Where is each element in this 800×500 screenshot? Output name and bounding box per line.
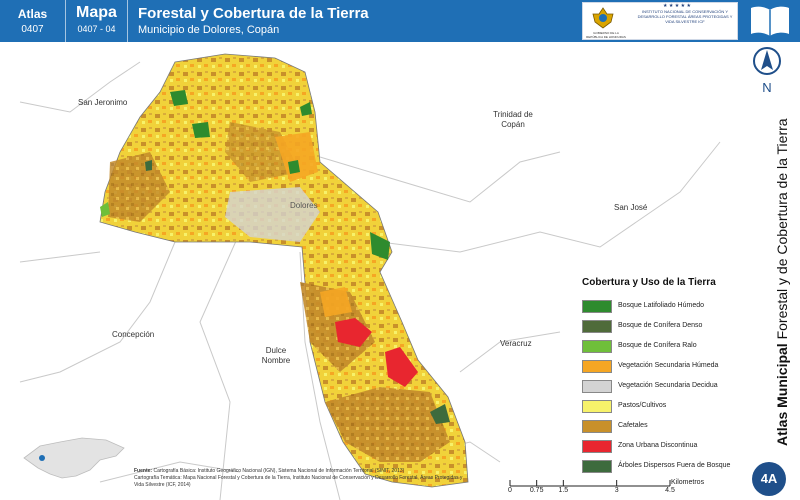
- legend-item: Árboles Dispersos Fuera de Bosque: [582, 460, 750, 474]
- institution-logos: GOBIERNO DE LA REPÚBLICA DE HONDURAS ★ ★…: [582, 2, 738, 40]
- scale-unit: Kilometros: [671, 479, 705, 486]
- mapa-box: Mapa 0407 - 04: [66, 0, 128, 42]
- municipality-map: [19, 53, 721, 500]
- stars-icon: ★ ★ ★ ★ ★: [663, 3, 691, 9]
- place-label: Dolores: [290, 201, 318, 210]
- scale-bar-graphic: [509, 480, 671, 487]
- north-label: N: [762, 80, 772, 95]
- scale-tick-label: 0: [508, 487, 512, 494]
- atlas-label: Atlas: [17, 7, 48, 21]
- mapa-number: 0407 - 04: [77, 24, 116, 34]
- atlas-number: 0407: [21, 24, 44, 35]
- legend-label: Bosque de Conífera Denso: [618, 322, 703, 329]
- legend-label: Zona Urbana Discontinua: [618, 442, 698, 449]
- legend-item: Pastos/Cultivos: [582, 400, 750, 414]
- legend-item: Vegetación Secundaria Decidua: [582, 380, 750, 394]
- legend: Cobertura y Uso de la Tierra Bosque Lati…: [570, 273, 750, 485]
- legend-swatch: [582, 300, 612, 313]
- legend-label: Árboles Dispersos Fuera de Bosque: [618, 462, 731, 469]
- legend-swatch: [582, 420, 612, 433]
- legend-label: Pastos/Cultivos: [618, 402, 667, 409]
- legend-label: Bosque de Conífera Ralo: [618, 342, 697, 349]
- dolores-municipality: [99, 53, 469, 488]
- place-label: Veracruz: [500, 339, 532, 348]
- place-label: Concepción: [112, 330, 155, 339]
- source-text: Fuente: Cartografía Básica: Instituto Ge…: [134, 468, 464, 489]
- legend-item: Cafetales: [582, 420, 750, 434]
- legend-swatch: [582, 460, 612, 473]
- legend-swatch: [582, 320, 612, 333]
- legend-item: Bosque de Conífera Ralo: [582, 340, 750, 354]
- scale-tick-label: 4.5: [665, 487, 675, 494]
- place-label: Trinidad de Copán: [493, 110, 533, 129]
- legend-title: Cobertura y Uso de la Tierra: [582, 277, 716, 288]
- open-book-icon: [751, 6, 789, 37]
- side-title-bold: Atlas Municipal: [774, 343, 790, 446]
- source-label: Fuente:: [134, 468, 153, 474]
- atlas-box: Atlas 0407: [0, 0, 66, 42]
- legend-label: Vegetación Secundaria Decidua: [618, 382, 718, 389]
- scale-tick-label: 0.75: [529, 487, 544, 494]
- legend-swatch: [582, 400, 612, 413]
- page-title: Forestal y Cobertura de la Tierra: [138, 5, 369, 22]
- legend-label: Bosque Latifoliado Húmedo: [618, 302, 705, 309]
- honduras-seal-icon: [592, 7, 614, 29]
- legend-label: Cafetales: [618, 422, 648, 429]
- place-label: Dulce Nombre: [261, 346, 291, 365]
- place-label: San Jeronimo: [78, 98, 128, 107]
- icf-logo-text: INSTITUTO NACIONAL DE CONSERVACIÓN Y DES…: [637, 9, 733, 24]
- map-code-badge: 4A: [752, 462, 786, 496]
- north-arrow-icon: [753, 47, 781, 75]
- scale-tick-label: 3: [614, 487, 619, 494]
- page-subtitle: Municipio de Dolores, Copán: [138, 24, 280, 36]
- legend-swatch: [582, 380, 612, 393]
- source-line-2: Cartografía Temática: Mapa Nacional Fore…: [134, 475, 463, 488]
- legend-item: Bosque Latifoliado Húmedo: [582, 300, 750, 314]
- scale-bar: Kilometros 0 0.75 1.5 3 4.5: [505, 478, 704, 498]
- legend-item: Zona Urbana Discontinua: [582, 440, 750, 454]
- legend-swatch: [582, 340, 612, 353]
- honduras-locator-inset: [23, 437, 125, 479]
- mapa-label: Mapa: [76, 4, 117, 21]
- side-title-rest: Forestal y de Cobertura de la Tierra: [774, 118, 790, 344]
- legend-item: Vegetación Secundaria Húmeda: [582, 360, 750, 374]
- legend-item: Bosque de Conífera Denso: [582, 320, 750, 334]
- source-line-1: Cartografía Básica: Instituto Geográfico…: [153, 468, 405, 474]
- side-atlas-title: Atlas Municipal Forestal y de Cobertura …: [774, 118, 790, 446]
- place-label: San José: [614, 203, 648, 212]
- header-bar: Atlas 0407 Mapa 0407 - 04 Forestal y Cob…: [0, 0, 800, 42]
- legend-swatch: [582, 360, 612, 373]
- scale-tick-label: 1.5: [558, 487, 569, 494]
- government-logo-text: GOBIERNO DE LA REPÚBLICA DE HONDURAS: [586, 31, 626, 39]
- legend-swatch: [582, 440, 612, 453]
- legend-label: Vegetación Secundaria Húmeda: [618, 362, 719, 369]
